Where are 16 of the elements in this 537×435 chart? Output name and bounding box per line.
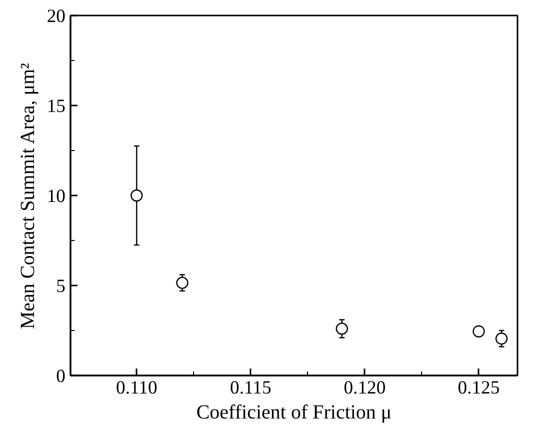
point — [130, 189, 143, 202]
y-tick-label: 15 — [46, 96, 66, 117]
y-axis-title: Mean Contact Summit Area, μm² — [16, 62, 39, 330]
y-tick-label: 20 — [46, 6, 66, 27]
point — [176, 276, 188, 289]
point — [336, 322, 348, 335]
point — [472, 325, 485, 338]
x-axis-title: Coefficient of Friction μ — [196, 402, 392, 424]
x-tick-label: 0.125 — [458, 378, 500, 398]
y-tick-label: 0 — [56, 366, 66, 387]
y-tick-label: 10 — [46, 186, 66, 207]
x-tick-label: 0.110 — [116, 378, 158, 398]
y-tick-label: 5 — [56, 276, 66, 297]
x-tick-label: 0.120 — [344, 378, 386, 398]
x-tick-label: 0.115 — [230, 378, 272, 398]
point — [495, 332, 508, 345]
